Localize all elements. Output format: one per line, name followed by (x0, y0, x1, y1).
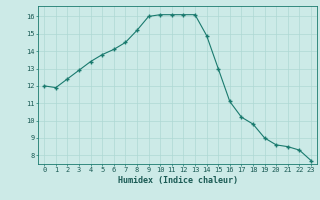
X-axis label: Humidex (Indice chaleur): Humidex (Indice chaleur) (118, 176, 238, 185)
